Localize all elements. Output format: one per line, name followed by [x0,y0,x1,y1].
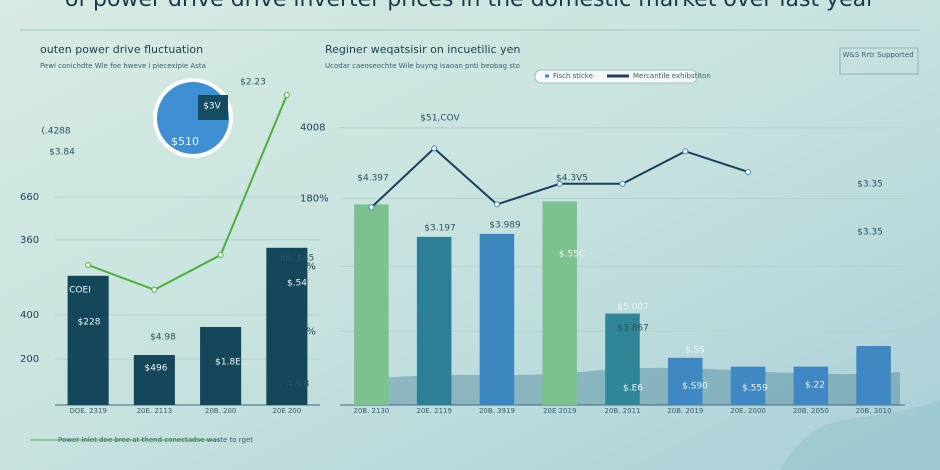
x-tick-label: 20B. 3919 [479,407,515,415]
page-title: of power drive drive inverter prices in … [65,0,876,12]
trend-point [619,180,626,187]
x-tick-label: 20B. 200 [205,407,237,415]
chart-title: Reginer weqatsisir on incuetilic yen [325,43,520,56]
x-tick-label: DOE. 2319 [69,407,107,415]
bar [668,357,703,405]
bar [856,346,891,405]
y-tick-label: 400 [20,310,39,321]
trend-point [682,148,689,155]
trend-point [556,180,563,187]
trend-point [85,262,92,268]
x-tick-label: 20E 2019 [543,407,576,415]
x-tick-label: 20E. 2119 [416,407,452,415]
bar [200,327,242,405]
annotation: $4.98 [150,333,176,343]
annotation: $.S90 [682,382,708,392]
annotation: $3.197 [424,224,456,234]
trend-point [217,252,224,258]
annotation: $.54 [287,279,307,289]
annotation: $3.989 [489,221,521,231]
x-tick-label: 20B. 2130 [353,407,389,415]
trend-point [151,286,158,293]
y-tick-label: 3% [300,326,316,337]
bar [793,366,829,405]
x-tick-label: 20B. 2011 [605,407,641,415]
chart-subtitle: Ucodar caeoseochte Wile buyng isaoan pnt… [325,62,520,70]
trend-line [87,94,288,291]
corner-note: W&S Rrtr Supported [842,51,913,59]
note-box [839,47,919,75]
trend-point [368,204,375,211]
bar [354,204,389,405]
bar [266,247,308,405]
legend-label: Fisch sticke [553,72,593,80]
annotation: (.4288 [41,127,71,137]
x-tick-label: 20B. 3010 [856,407,892,415]
trend-point [431,145,438,152]
bar [416,236,452,405]
annotation: $4.3V5 [556,174,588,184]
bar [479,233,515,405]
annotation: 86. $S5 [280,254,314,264]
y-tick-label: 3% [300,261,316,272]
trend-point [283,92,290,98]
donut-label: $510 [171,135,199,148]
trend-point [493,201,500,208]
x-tick-label: 20B. 2050 [793,407,829,415]
x-tick-label: 20E 200 [272,407,301,415]
annotation: $.S5 [685,346,705,356]
annotation: $228 [78,318,101,328]
decor-wave [780,400,940,470]
annotation: $3.84 [49,148,75,158]
chart-subtitle: Pewi conichdte Wle foe hweve i piecexipi… [40,62,206,70]
y-tick-label: 360 [20,235,39,246]
annotation: $5.007 [617,303,649,313]
y-tick-label: 200 [20,354,39,365]
bar [67,275,109,405]
trend-point [745,168,752,175]
annotation: $496 [145,364,168,374]
annotation: $3.35 [857,228,883,238]
bar [605,313,640,405]
annotation: $.559 [742,384,768,394]
bar [542,201,577,405]
legend-label: Mercantile exhibstiton [633,72,711,80]
footer-note: Power Inlet doe bree at thend conectadse… [58,436,253,444]
annotation: $.E6 [623,384,643,394]
annotation: $51,COV [420,114,460,124]
y-tick-label: 180% [300,194,329,205]
y-tick-label: 660 [20,192,39,203]
annotation: $.22 [805,381,825,391]
bar [133,355,175,405]
x-tick-label: 20E. 2000 [730,407,766,415]
annotation: $2.23 [240,78,266,88]
annotation: $3.35 [857,180,883,190]
chart-title: outen power drive fluctuation [40,43,203,56]
bar [730,366,766,405]
y-tick-label: 4008 [300,123,325,134]
annotation: COEI [69,286,91,296]
donut-label: $3V [203,102,221,112]
annotation: $.55C [559,250,585,260]
annotation: 4.9'8 [287,380,310,390]
x-tick-label: 20B. 2019 [667,407,703,415]
annotation: $4.397 [357,174,389,184]
annotation: $1.8E [215,358,241,368]
annotation: $3.867 [617,324,649,334]
donut-inset [198,95,228,120]
x-tick-label: 20E. 2113 [137,407,173,415]
